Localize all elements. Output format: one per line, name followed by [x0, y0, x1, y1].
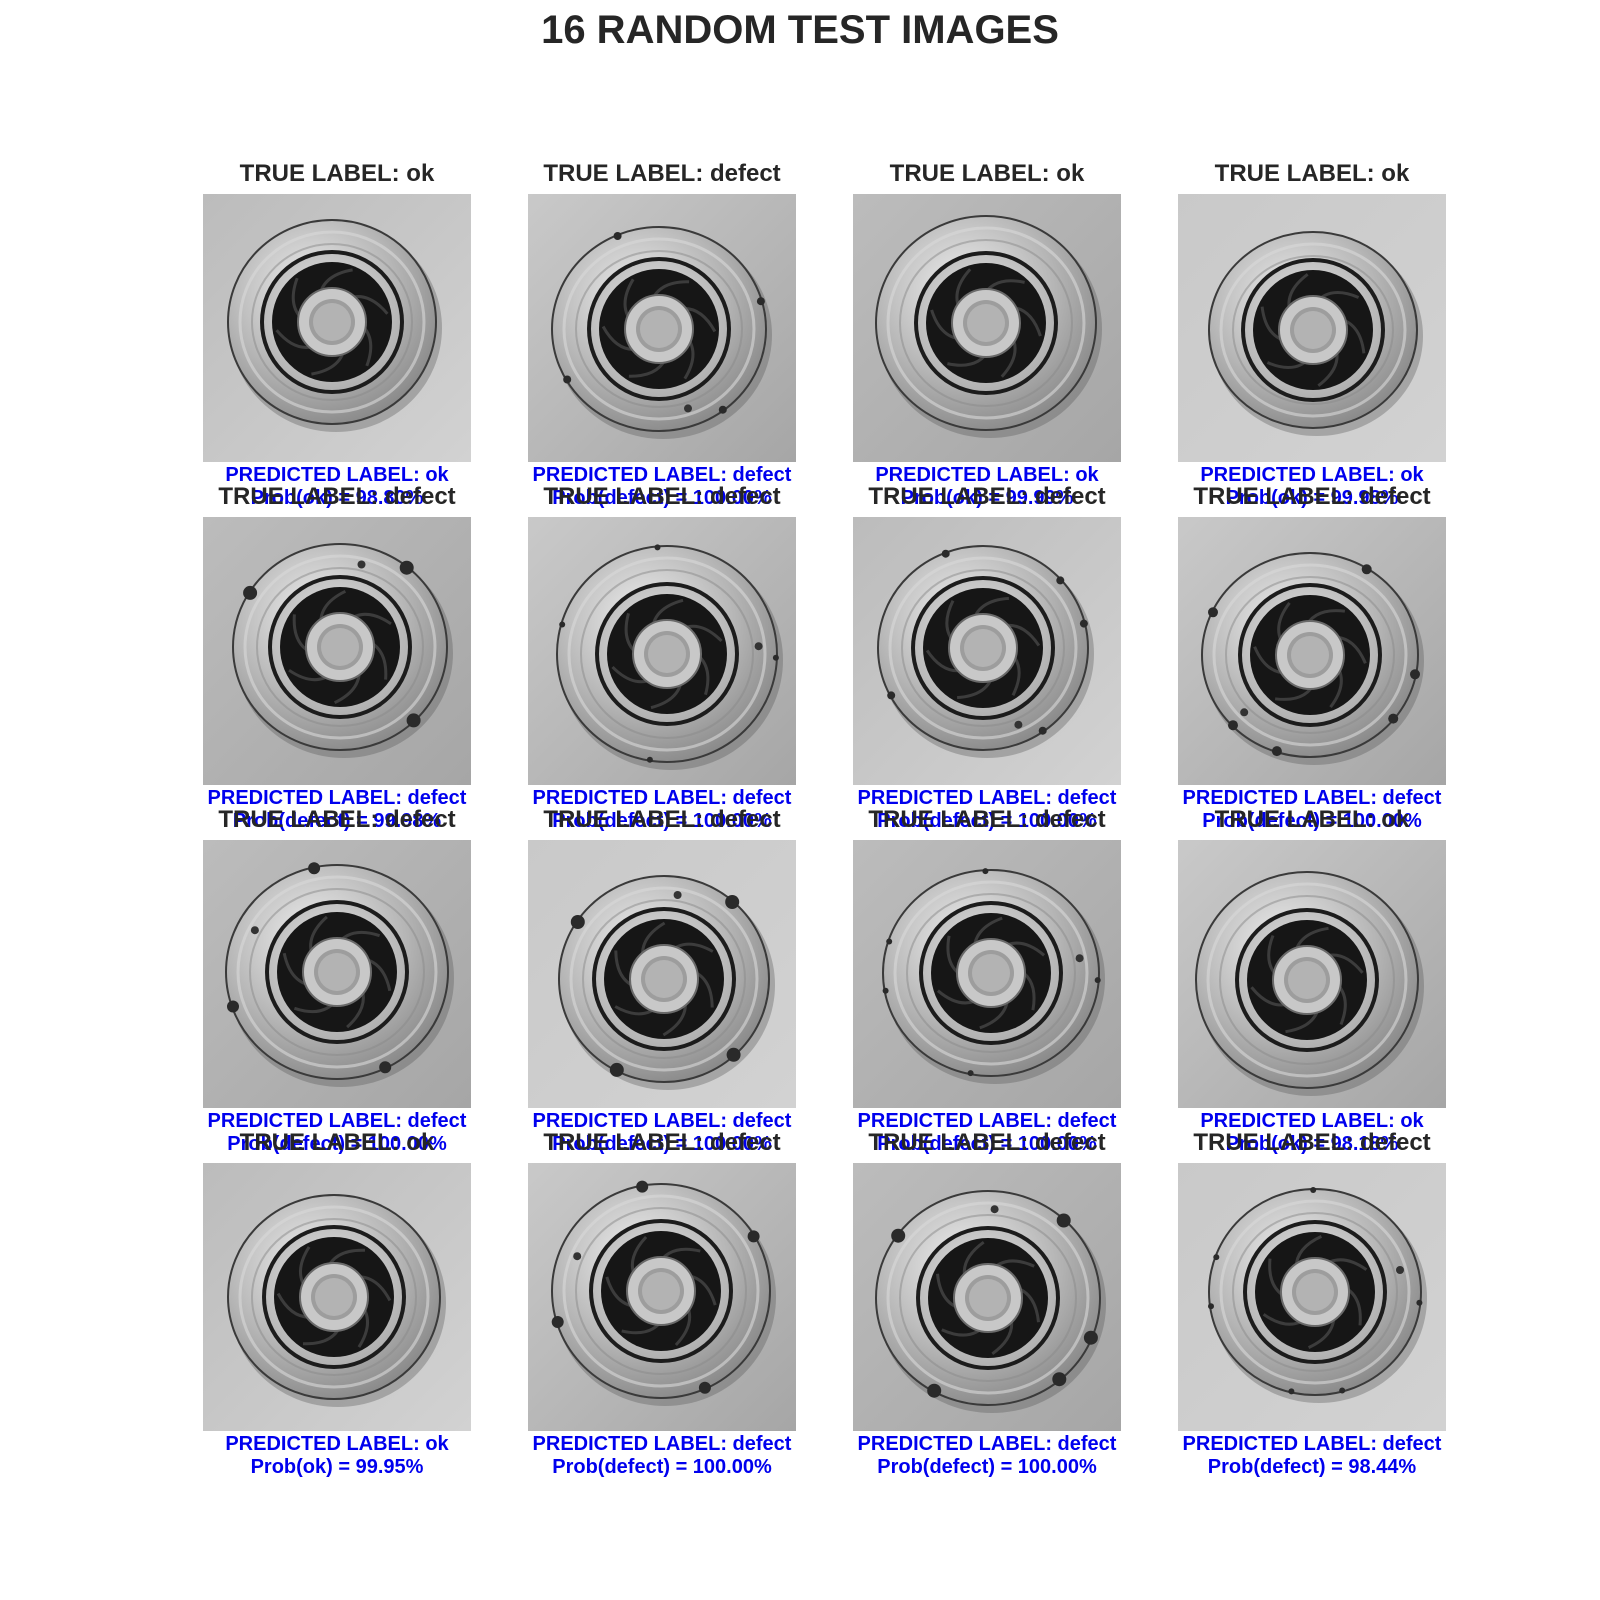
prediction-probability: Prob(defect) = 100.00% — [877, 1456, 1097, 1478]
casting-part-image — [853, 517, 1121, 785]
prediction-probability: Prob(defect) = 100.00% — [552, 1133, 772, 1155]
prediction-block: PREDICTED LABEL: defect Prob(defect) = 10… — [488, 464, 836, 510]
casting-part-image — [1178, 517, 1446, 785]
predicted-label: PREDICTED LABEL: defect — [532, 1110, 792, 1132]
casting-part-image — [853, 840, 1121, 1108]
true-label: TRUE LABEL: ok — [239, 1129, 435, 1156]
true-label: TRUE LABEL: defect — [868, 1129, 1106, 1156]
true-label: TRUE LABEL: defect — [543, 806, 781, 833]
predicted-label: PREDICTED LABEL: defect — [532, 464, 792, 486]
casting-part-image — [528, 517, 796, 785]
true-label: TRUE LABEL: ok — [1214, 806, 1410, 833]
prediction-probability: Prob(defect) = 100.00% — [877, 1133, 1097, 1155]
prediction-probability: Prob(defect) = 100.00% — [1202, 810, 1422, 832]
predicted-label: PREDICTED LABEL: defect — [532, 787, 792, 809]
casting-part-image — [203, 194, 471, 462]
true-label: TRUE LABEL: defect — [543, 160, 781, 187]
prediction-probability: Prob(defect) = 100.00% — [552, 487, 772, 509]
prediction-block: PREDICTED LABEL: defect Prob(defect) = 10… — [163, 1110, 511, 1156]
predicted-label: PREDICTED LABEL: defect — [857, 1433, 1117, 1455]
predicted-label: PREDICTED LABEL: defect — [857, 1110, 1117, 1132]
prediction-block: PREDICTED LABEL: ok Prob(ok) = 99.98% — [1138, 464, 1486, 510]
prediction-block: PREDICTED LABEL: defect Prob(defect) = 10… — [813, 1433, 1161, 1479]
prediction-probability: Prob(defect) = 100.00% — [552, 810, 772, 832]
casting-part-image — [528, 840, 796, 1108]
casting-part-image — [528, 1163, 796, 1431]
casting-part-image — [1178, 194, 1446, 462]
figure-title: 16 RANDOM TEST IMAGES — [541, 8, 1059, 52]
prediction-probability: Prob(defect) = 100.00% — [552, 1456, 772, 1478]
prediction-block: PREDICTED LABEL: ok Prob(ok) = 98.80% — [163, 464, 511, 510]
casting-part-image — [203, 840, 471, 1108]
true-label: TRUE LABEL: ok — [889, 160, 1085, 187]
true-label: TRUE LABEL: defect — [218, 483, 456, 510]
prediction-block: PREDICTED LABEL: ok Prob(ok) = 99.95% — [163, 1433, 511, 1479]
predicted-label: PREDICTED LABEL: defect — [857, 787, 1117, 809]
predicted-label: PREDICTED LABEL: ok — [875, 464, 1099, 486]
prediction-block: PREDICTED LABEL: defect Prob(defect) = 10… — [813, 1110, 1161, 1156]
prediction-block: PREDICTED LABEL: defect Prob(defect) = 10… — [488, 1110, 836, 1156]
true-label: TRUE LABEL: defect — [868, 483, 1106, 510]
true-label: TRUE LABEL: defect — [543, 483, 781, 510]
predicted-label: PREDICTED LABEL: defect — [207, 1110, 467, 1132]
predicted-label: PREDICTED LABEL: ok — [1200, 464, 1424, 486]
predicted-label: PREDICTED LABEL: ok — [1200, 1110, 1424, 1132]
prediction-probability: Prob(ok) = 98.80% — [250, 487, 424, 509]
predicted-label: PREDICTED LABEL: ok — [225, 464, 449, 486]
prediction-block: PREDICTED LABEL: defect Prob(defect) = 10… — [488, 787, 836, 833]
prediction-block: PREDICTED LABEL: defect Prob(defect) = 99… — [163, 787, 511, 833]
prediction-probability: Prob(defect) = 100.00% — [227, 1133, 447, 1155]
prediction-probability: Prob(ok) = 99.98% — [1225, 487, 1399, 509]
casting-part-image — [203, 517, 471, 785]
predicted-label: PREDICTED LABEL: defect — [1182, 787, 1442, 809]
prediction-block: PREDICTED LABEL: defect Prob(defect) = 10… — [813, 787, 1161, 833]
true-label: TRUE LABEL: defect — [1193, 483, 1431, 510]
true-label: TRUE LABEL: defect — [868, 806, 1106, 833]
true-label: TRUE LABEL: defect — [1193, 1129, 1431, 1156]
true-label: TRUE LABEL: ok — [239, 160, 435, 187]
prediction-block: PREDICTED LABEL: ok Prob(ok) = 98.18% — [1138, 1110, 1486, 1156]
true-label: TRUE LABEL: defect — [218, 806, 456, 833]
prediction-probability: Prob(ok) = 98.18% — [1225, 1133, 1399, 1155]
prediction-block: PREDICTED LABEL: ok Prob(ok) = 99.99% — [813, 464, 1161, 510]
prediction-probability: Prob(defect) = 99.98% — [232, 810, 442, 832]
predicted-label: PREDICTED LABEL: defect — [207, 787, 467, 809]
casting-part-image — [853, 1163, 1121, 1431]
predicted-label: PREDICTED LABEL: ok — [225, 1433, 449, 1455]
prediction-probability: Prob(defect) = 100.00% — [877, 810, 1097, 832]
prediction-block: PREDICTED LABEL: defect Prob(defect) = 98… — [1138, 1433, 1486, 1479]
casting-part-image — [528, 194, 796, 462]
prediction-block: PREDICTED LABEL: defect Prob(defect) = 10… — [1138, 787, 1486, 833]
prediction-probability: Prob(ok) = 99.99% — [900, 487, 1074, 509]
prediction-probability: Prob(ok) = 99.95% — [250, 1456, 424, 1478]
true-label: TRUE LABEL: defect — [543, 1129, 781, 1156]
prediction-block: PREDICTED LABEL: defect Prob(defect) = 10… — [488, 1433, 836, 1479]
predicted-label: PREDICTED LABEL: defect — [532, 1433, 792, 1455]
casting-part-image — [1178, 840, 1446, 1108]
true-label: TRUE LABEL: ok — [1214, 160, 1410, 187]
prediction-probability: Prob(defect) = 98.44% — [1207, 1456, 1417, 1478]
predicted-label: PREDICTED LABEL: defect — [1182, 1433, 1442, 1455]
casting-part-image — [1178, 1163, 1446, 1431]
casting-part-image — [203, 1163, 471, 1431]
casting-part-image — [853, 194, 1121, 462]
